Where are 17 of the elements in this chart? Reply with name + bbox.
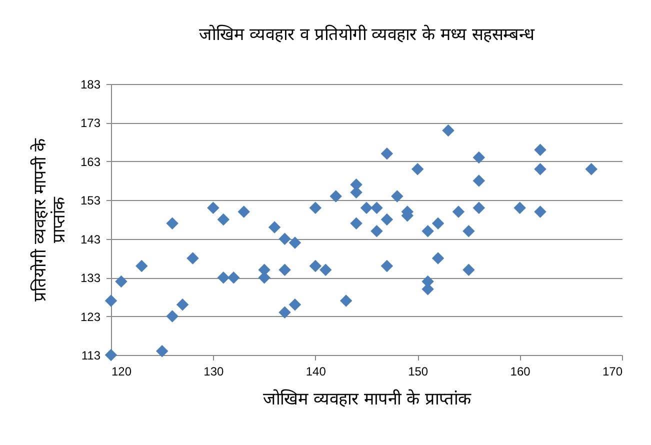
x-tick-label: 120 bbox=[112, 364, 132, 378]
y-tick-label: 173 bbox=[80, 116, 101, 130]
y-axis-title: प्रतियोगी व्यवहार मापनी के प्राप्तांक bbox=[29, 137, 70, 302]
x-tick-label: 160 bbox=[510, 364, 531, 378]
y-tick-label: 143 bbox=[80, 232, 101, 246]
x-tick-label: 140 bbox=[306, 364, 326, 378]
x-tick-label: 170 bbox=[602, 364, 623, 378]
y-tick-label: 163 bbox=[80, 154, 101, 169]
y-tick-label: 113 bbox=[81, 348, 101, 362]
y-tick-label: 123 bbox=[80, 310, 101, 324]
y-tick-label: 133 bbox=[80, 271, 101, 286]
y-tick-label: 183 bbox=[80, 78, 101, 92]
x-axis-title: जोखिम व्यवहार मापनी के प्राप्तांक bbox=[263, 388, 472, 410]
x-tick-label: 130 bbox=[204, 364, 224, 378]
y-tick-label: 153 bbox=[80, 194, 101, 208]
chart-title: जोखिम व्यवहार व प्रतियोगी व्यवहार के मध्य सहसम्बन्ध bbox=[199, 24, 535, 45]
x-tick-label: 150 bbox=[408, 364, 428, 378]
